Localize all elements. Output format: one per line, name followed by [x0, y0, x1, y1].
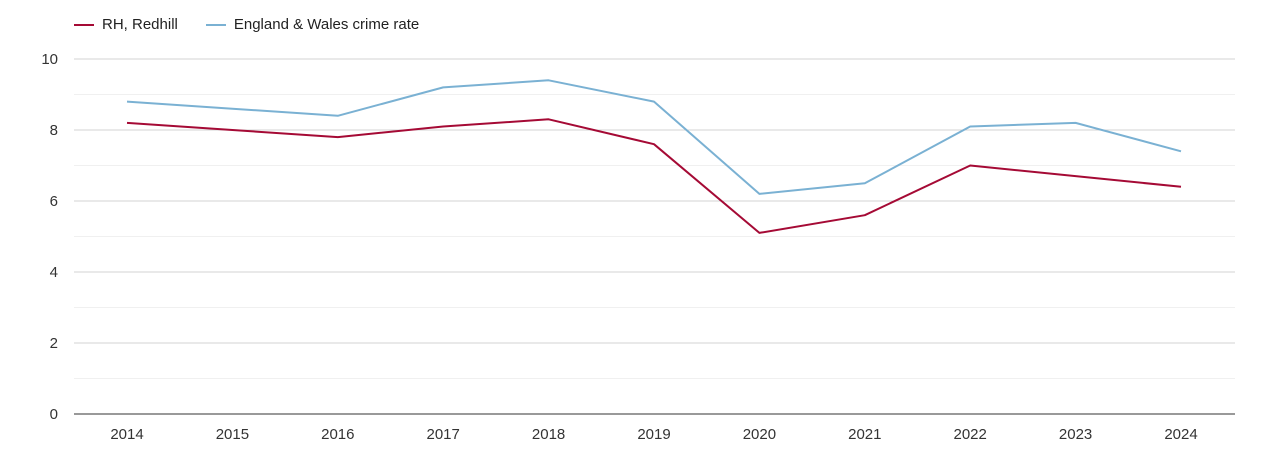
x-tick-label: 2017	[427, 426, 460, 443]
x-tick-label: 2014	[110, 426, 143, 443]
y-tick-label: 6	[50, 193, 58, 210]
x-tick-label: 2019	[637, 426, 670, 443]
x-tick-label: 2016	[321, 426, 354, 443]
y-tick-label: 4	[50, 264, 58, 281]
x-tick-label: 2015	[216, 426, 249, 443]
legend-item-england-wales[interactable]: England & Wales crime rate	[205, 16, 420, 33]
x-tick-label: 2023	[1059, 426, 1092, 443]
legend-item-redhill[interactable]: RH, Redhill	[74, 16, 178, 33]
legend-swatch-redhill	[74, 23, 94, 26]
x-tick-label: 2021	[848, 426, 881, 443]
x-tick-label: 2024	[1164, 426, 1197, 443]
x-tick-label: 2022	[954, 426, 987, 443]
x-tick-label: 2018	[532, 426, 565, 443]
y-tick-label: 8	[50, 122, 58, 139]
y-tick-label: 0	[50, 406, 58, 423]
legend-label-redhill: RH, Redhill	[102, 16, 178, 33]
legend: RH, Redhill England & Wales crime rate	[74, 16, 419, 33]
series-line-england-wales	[126, 79, 1182, 195]
y-tick-label: 2	[50, 335, 58, 352]
legend-swatch-england-wales	[205, 23, 226, 26]
legend-label-england-wales: England & Wales crime rate	[233, 16, 420, 33]
series-line-redhill	[126, 118, 1182, 234]
y-tick-label: 10	[41, 51, 58, 68]
x-tick-label: 2020	[743, 426, 776, 443]
